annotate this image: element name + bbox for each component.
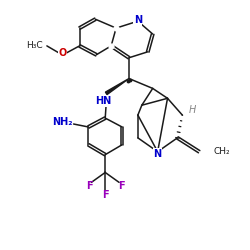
Text: F: F [118, 181, 124, 191]
Text: CH₂: CH₂ [213, 147, 230, 156]
Text: F: F [102, 190, 108, 200]
Text: O: O [58, 48, 67, 58]
Text: HN: HN [95, 96, 111, 106]
Text: F: F [86, 181, 93, 191]
Text: N: N [154, 149, 162, 159]
Polygon shape [106, 78, 129, 94]
Text: H: H [188, 105, 196, 115]
Text: NH₂: NH₂ [52, 117, 72, 127]
Text: H₃C: H₃C [26, 42, 43, 50]
Text: N: N [134, 15, 142, 25]
